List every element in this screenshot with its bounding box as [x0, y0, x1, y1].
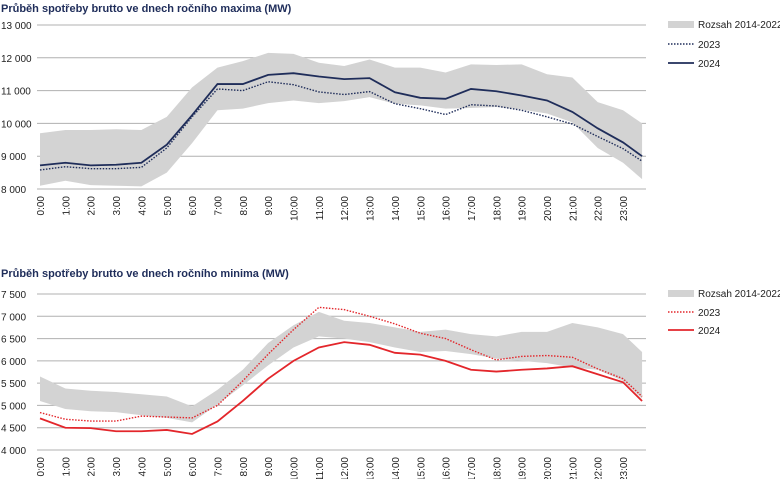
x-tick-label: 3:00	[112, 457, 123, 477]
x-tick-label: 23:00	[619, 196, 630, 221]
y-tick-label: 5 500	[1, 379, 26, 390]
x-tick-label: 15:00	[416, 457, 427, 479]
x-tick-label: 13:00	[366, 196, 377, 221]
series-line-2024	[39, 72, 643, 167]
series-line-2024	[39, 341, 643, 435]
x-tick-label: 17:00	[467, 196, 478, 221]
x-tick-label: 2:00	[87, 196, 98, 216]
chart-annual-maximum: Průběh spotřeby brutto ve dnech ročního …	[1, 3, 780, 221]
x-tick-label: 17:00	[467, 457, 478, 479]
x-tick-label: 10:00	[290, 196, 301, 221]
legend-label-2023: 2023	[698, 308, 721, 319]
legend-swatch-range	[668, 290, 694, 297]
y-tick-label: 7 000	[1, 312, 26, 323]
x-tick-label: 21:00	[568, 196, 579, 221]
x-tick-label: 0:00	[36, 457, 47, 477]
y-tick-label: 4 500	[1, 424, 26, 435]
x-tick-label: 8:00	[239, 457, 250, 477]
x-tick-label: 15:00	[416, 196, 427, 221]
x-tick-label: 2:00	[87, 457, 98, 477]
x-tick-label: 1:00	[61, 457, 72, 477]
legend-label-2024: 2024	[698, 59, 721, 70]
x-tick-label: 18:00	[492, 457, 503, 479]
y-tick-label: 6 500	[1, 335, 26, 346]
legend-label-2023: 2023	[698, 40, 721, 51]
x-tick-label: 5:00	[163, 196, 174, 216]
x-tick-label: 4:00	[137, 457, 148, 477]
x-tick-label: 16:00	[442, 457, 453, 479]
chart-title: Průběh spotřeby brutto ve dnech ročního …	[1, 3, 292, 15]
series-line-2023	[39, 306, 643, 422]
chart-title: Průběh spotřeby brutto ve dnech ročního …	[1, 268, 289, 280]
x-tick-label: 8:00	[239, 196, 250, 216]
x-tick-label: 20:00	[543, 457, 554, 479]
x-tick-label: 11:00	[315, 457, 326, 479]
x-tick-label: 0:00	[36, 196, 47, 216]
y-tick-label: 8 000	[1, 185, 26, 196]
x-tick-label: 22:00	[594, 457, 605, 479]
x-tick-label: 14:00	[391, 196, 402, 221]
x-tick-label: 14:00	[391, 457, 402, 479]
x-tick-label: 16:00	[442, 196, 453, 221]
x-tick-label: 11:00	[315, 196, 326, 221]
x-tick-label: 6:00	[188, 196, 199, 216]
y-tick-label: 6 000	[1, 357, 26, 368]
x-tick-label: 18:00	[492, 196, 503, 221]
x-tick-label: 7:00	[213, 196, 224, 216]
range-band-area	[40, 311, 643, 423]
x-tick-label: 1:00	[61, 196, 72, 216]
legend-label-2024: 2024	[698, 326, 721, 337]
x-tick-label: 4:00	[137, 196, 148, 216]
x-tick-label: 19:00	[518, 457, 529, 479]
chart-annual-minimum: Průběh spotřeby brutto ve dnech ročního …	[1, 268, 780, 479]
x-tick-label: 13:00	[366, 457, 377, 479]
legend-label-range: Rozsah 2014-2022	[698, 20, 780, 31]
x-tick-label: 7:00	[213, 457, 224, 477]
x-tick-label: 19:00	[518, 196, 529, 221]
x-tick-label: 3:00	[112, 196, 123, 216]
x-tick-label: 12:00	[340, 457, 351, 479]
y-tick-label: 7 500	[1, 290, 26, 301]
y-tick-label: 11 000	[1, 87, 31, 98]
x-tick-label: 6:00	[188, 457, 199, 477]
y-tick-label: 5 000	[1, 401, 26, 412]
y-tick-label: 13 000	[1, 21, 32, 32]
x-tick-label: 10:00	[290, 457, 301, 479]
x-tick-label: 21:00	[568, 457, 579, 479]
x-tick-label: 9:00	[264, 457, 275, 477]
y-tick-label: 10 000	[1, 119, 32, 130]
legend-label-range: Rozsah 2014-2022	[698, 289, 780, 300]
x-tick-label: 22:00	[594, 196, 605, 221]
y-tick-label: 9 000	[1, 152, 26, 163]
x-tick-label: 9:00	[264, 196, 275, 216]
x-tick-label: 23:00	[619, 457, 630, 479]
range-band-area	[40, 52, 643, 187]
x-tick-label: 12:00	[340, 196, 351, 221]
legend-swatch-range	[668, 21, 694, 28]
y-tick-label: 4 000	[1, 446, 26, 457]
x-tick-label: 20:00	[543, 196, 554, 221]
x-tick-label: 5:00	[163, 457, 174, 477]
y-tick-label: 12 000	[1, 54, 32, 65]
